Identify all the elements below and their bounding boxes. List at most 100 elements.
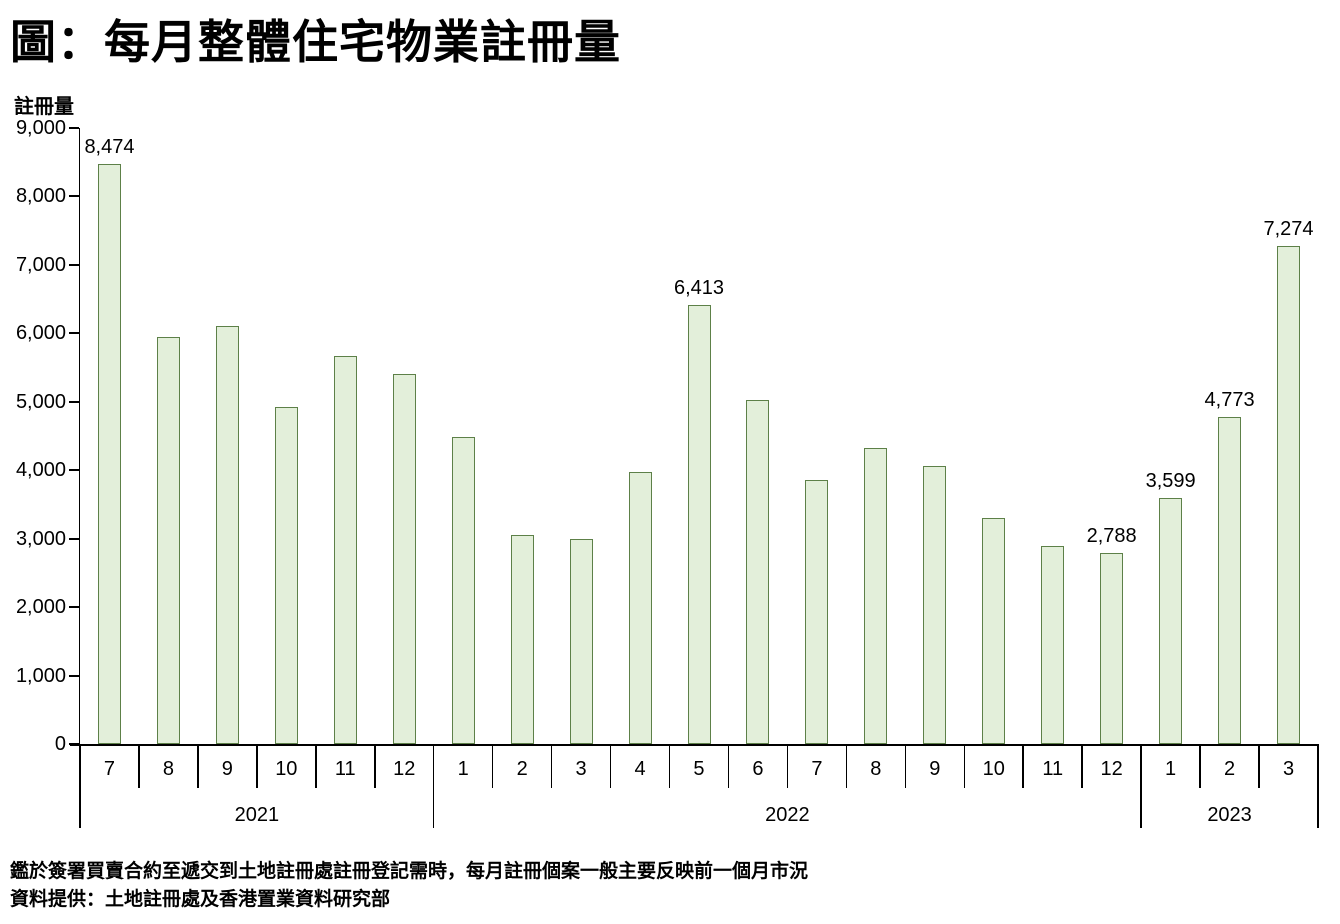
- bar: [805, 480, 829, 744]
- bar-value-label: 3,599: [1145, 469, 1196, 492]
- bar: [156, 336, 180, 744]
- month-tick-label: 8: [870, 758, 882, 780]
- month-tick-label: 6: [752, 758, 764, 780]
- y-axis-tick: [69, 195, 79, 198]
- year-label: 2021: [234, 804, 280, 826]
- y-axis-tick: [69, 537, 79, 540]
- y-axis-tick-label: 6,000: [15, 322, 66, 345]
- month-tick-label: 11: [334, 758, 356, 780]
- year-separator-line: [79, 745, 81, 828]
- month-separator-line: [963, 745, 966, 788]
- bar: [1159, 497, 1183, 744]
- bar: [1041, 546, 1065, 744]
- y-axis-tick: [69, 606, 79, 609]
- chart-note: 鑑於簽署買賣合約至遞交到土地註冊處註冊登記需時，每月註冊個案一般主要反映前一個月…: [10, 861, 809, 882]
- y-axis-tick-label: 9,000: [15, 117, 66, 139]
- year-separator-line: [1317, 745, 1319, 828]
- bar: [982, 518, 1006, 744]
- month-separator-line: [256, 745, 258, 788]
- bar-value-label: 4,773: [1204, 389, 1255, 412]
- bar: [1218, 417, 1242, 744]
- month-tick-label: 7: [103, 758, 116, 780]
- bar: [333, 355, 357, 744]
- source-note: 資料提供：土地註冊處及香港置業資料研究部: [10, 889, 391, 910]
- year-label: 2022: [765, 804, 810, 826]
- month-separator-line: [1022, 745, 1024, 788]
- bar-value-label: 6,413: [673, 277, 725, 300]
- month-tick-label: 12: [1100, 758, 1123, 780]
- bar: [1277, 246, 1301, 744]
- month-separator-line: [668, 745, 671, 788]
- x-axis-line: [70, 744, 1319, 746]
- bar: [628, 471, 652, 744]
- bar: [274, 407, 298, 744]
- y-axis-tick: [69, 332, 79, 335]
- y-axis-title: 註冊量: [14, 96, 74, 118]
- year-separator-line: [432, 745, 435, 828]
- bar: [864, 447, 888, 744]
- month-separator-line: [197, 745, 199, 788]
- y-axis-tick: [69, 263, 79, 266]
- bar: [392, 373, 416, 744]
- month-tick-label: 2: [1224, 758, 1236, 780]
- y-axis-tick-label: 8,000: [15, 185, 66, 208]
- month-separator-line: [491, 745, 494, 788]
- bar-value-label: 7,274: [1263, 218, 1314, 241]
- y-axis-tick: [69, 127, 79, 129]
- month-separator-line: [374, 745, 376, 788]
- month-separator-line: [550, 745, 553, 788]
- year-label: 2023: [1207, 804, 1252, 826]
- year-separator-line: [1140, 745, 1142, 828]
- month-separator-line: [609, 745, 612, 788]
- month-tick-label: 1: [457, 758, 469, 780]
- month-tick-label: 3: [1282, 758, 1295, 780]
- bar: [746, 399, 770, 744]
- bar: [510, 534, 534, 744]
- y-axis-tick: [69, 743, 79, 745]
- month-tick-label: 2: [516, 758, 528, 780]
- month-separator-line: [138, 745, 140, 788]
- y-axis-tick: [69, 674, 79, 677]
- month-tick-label: 5: [693, 758, 705, 780]
- month-separator-line: [315, 745, 317, 788]
- y-axis-tick: [69, 469, 79, 472]
- bar: [569, 538, 593, 744]
- bar: [97, 164, 121, 744]
- y-axis-tick-label: 5,000: [15, 390, 66, 413]
- bar: [451, 436, 475, 744]
- y-axis-tick-label: 7,000: [15, 253, 66, 276]
- bar: [923, 466, 947, 744]
- month-tick-label: 10: [275, 758, 298, 780]
- y-axis-tick-label: 1,000: [15, 664, 66, 687]
- month-tick-label: 8: [162, 758, 174, 780]
- month-tick-label: 12: [393, 758, 416, 780]
- month-tick-label: 10: [982, 758, 1005, 780]
- month-tick-label: 4: [634, 758, 646, 780]
- bar-value-label: 2,788: [1086, 525, 1137, 548]
- month-separator-line: [1081, 745, 1083, 788]
- page-title: 圖：每月整體住宅物業註冊量: [10, 16, 621, 68]
- month-tick-label: 9: [929, 758, 941, 780]
- month-separator-line: [845, 745, 848, 788]
- month-separator-line: [1199, 745, 1201, 788]
- month-tick-label: 9: [221, 758, 233, 780]
- y-axis-tick-label: 3,000: [15, 527, 66, 550]
- month-separator-line: [904, 745, 907, 788]
- bar: [1100, 553, 1124, 744]
- month-tick-label: 11: [1042, 758, 1064, 780]
- bar: [215, 326, 239, 744]
- y-axis-tick: [69, 400, 79, 403]
- y-axis-tick-label: 4,000: [15, 459, 66, 482]
- bar-value-label: 8,474: [84, 136, 135, 158]
- y-axis-tick-label: 2,000: [15, 596, 66, 619]
- month-separator-line: [727, 745, 730, 788]
- month-separator-line: [1258, 745, 1260, 788]
- y-axis-line: [78, 128, 80, 746]
- month-tick-label: 3: [575, 758, 587, 780]
- y-axis-tick-label: 0: [54, 733, 66, 755]
- month-tick-label: 7: [811, 758, 823, 780]
- month-separator-line: [786, 745, 789, 788]
- month-tick-label: 1: [1165, 758, 1177, 780]
- bar: [687, 305, 711, 744]
